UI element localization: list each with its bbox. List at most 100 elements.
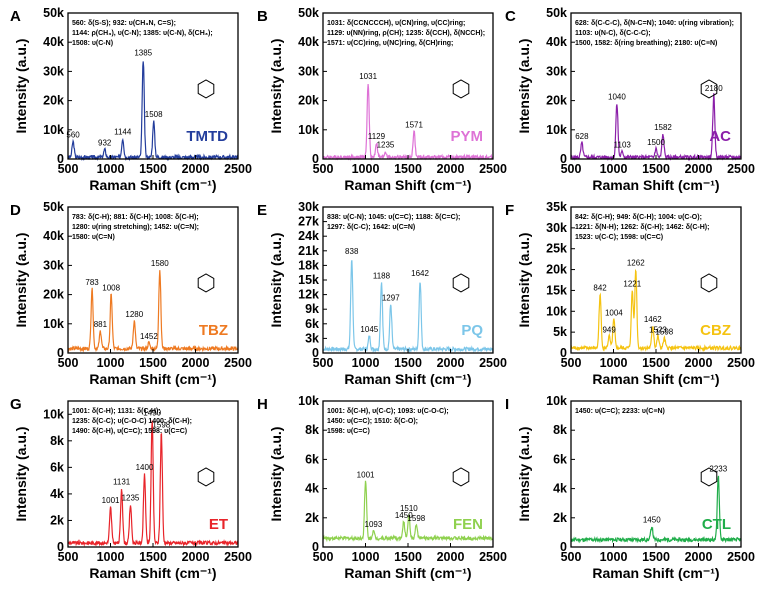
molecular-structure-icon xyxy=(452,79,470,99)
x-axis-label: Raman Shift (cm⁻¹) xyxy=(89,565,216,581)
peak-label: 1450 xyxy=(395,511,413,520)
x-axis-label: Raman Shift (cm⁻¹) xyxy=(344,565,471,581)
x-tick-label: 2500 xyxy=(727,162,755,176)
x-tick-label: 1000 xyxy=(97,162,125,176)
x-tick-label: 500 xyxy=(313,162,334,176)
y-tick-label: 20k xyxy=(43,94,64,108)
peak-label: 1582 xyxy=(654,123,672,132)
assignment-text: 1144: ρ(CH₃), υ(C-N); 1385: υ(C-N), δ(CH… xyxy=(72,30,213,37)
x-tick-label: 1500 xyxy=(139,550,167,564)
peak-label: 1508 xyxy=(145,110,163,119)
assignment-text: 628: δ(C-C-C), δ(N-C=N); 1040: υ(ring vi… xyxy=(575,20,734,27)
spectrum-line-tbz xyxy=(67,270,239,353)
peak-label: 1462 xyxy=(644,315,662,324)
peak-label: 1598 xyxy=(152,421,170,430)
panel-B: B 500 1000 1500 2000 2500 0 10k 20k 30k 40k 50k Rama… xyxy=(257,6,507,193)
y-tick-label: 2k xyxy=(50,513,64,527)
y-tick-label: 10k xyxy=(43,407,64,421)
assignment-text: 1129: υ(NN)ring, ρ(CH); 1235: δ(CCH), δ(… xyxy=(327,30,485,37)
x-tick-label: 1000 xyxy=(352,162,380,176)
x-tick-label: 500 xyxy=(313,356,334,370)
panel-H: H 500 1000 1500 2000 2500 0 2k 4k 6k 8k 10k Raman Sh… xyxy=(257,394,507,581)
y-tick-label: 4k xyxy=(50,487,64,501)
y-tick-label: 9k xyxy=(305,302,319,316)
x-tick-label: 1500 xyxy=(394,162,422,176)
x-tick-label: 2500 xyxy=(479,162,507,176)
panel-letter: H xyxy=(257,396,268,413)
x-tick-label: 1000 xyxy=(97,550,125,564)
x-tick-label: 500 xyxy=(58,162,79,176)
y-axis-label: Intensity (a.u.) xyxy=(13,233,29,328)
x-tick-label: 500 xyxy=(313,550,334,564)
assignment-text: 1490: δ(C-H), υ(C=C); 1598: υ(C=C) xyxy=(72,428,187,435)
panel-D: D 500 1000 1500 2000 2500 0 10k 20k 30k 40k 50k Rama… xyxy=(10,200,252,387)
x-tick-label: 2000 xyxy=(685,356,713,370)
assignment-text: 1450: υ(C=C); 2233: υ(C≡N) xyxy=(575,408,665,415)
y-tick-label: 30k xyxy=(298,64,319,78)
peak-label: 1221 xyxy=(623,279,641,288)
compound-name: ET xyxy=(209,516,228,533)
y-axis-label: Intensity (a.u.) xyxy=(516,427,532,522)
spectrum-line-fen xyxy=(322,480,494,543)
x-tick-label: 500 xyxy=(58,356,79,370)
x-tick-label: 1500 xyxy=(139,162,167,176)
y-tick-label: 0 xyxy=(57,152,64,166)
x-tick-label: 2000 xyxy=(685,550,713,564)
x-tick-label: 1500 xyxy=(642,162,670,176)
y-tick-label: 40k xyxy=(43,229,64,243)
x-tick-label: 2500 xyxy=(479,550,507,564)
peak-label: 2180 xyxy=(705,84,723,93)
peak-label: 1001 xyxy=(102,496,120,505)
peak-label: 783 xyxy=(85,278,99,287)
y-tick-label: 10k xyxy=(546,394,567,408)
y-tick-label: 30k xyxy=(546,64,567,78)
y-tick-label: 6k xyxy=(50,460,64,474)
compound-name: CBZ xyxy=(700,322,731,339)
compound-name: PYM xyxy=(450,128,483,145)
peak-label: 628 xyxy=(575,132,589,141)
spectrum-line-ctl xyxy=(570,475,742,544)
assignment-text: 1221: δ(N-H); 1262: δ(C-H); 1462: δ(C-H)… xyxy=(575,224,709,231)
y-tick-label: 21k xyxy=(298,244,319,258)
y-axis-label: Intensity (a.u.) xyxy=(268,427,284,522)
x-tick-label: 500 xyxy=(58,550,79,564)
peak-label: 1510 xyxy=(400,504,418,513)
x-tick-label: 2500 xyxy=(727,550,755,564)
y-tick-label: 0 xyxy=(560,540,567,554)
spectrum-line-cbz xyxy=(570,268,742,352)
panel-letter: G xyxy=(10,396,22,413)
peak-label: 1188 xyxy=(373,271,391,280)
x-tick-label: 2000 xyxy=(437,162,465,176)
x-tick-label: 1500 xyxy=(394,550,422,564)
x-tick-label: 2500 xyxy=(727,356,755,370)
x-tick-label: 2000 xyxy=(437,550,465,564)
panel-letter: B xyxy=(257,8,268,25)
assignment-text: 1571: υ(CC)ring, υ(NC)ring, δ(CH)ring; xyxy=(327,40,453,47)
assignment-text: 1297: δ(C-C); 1642: υ(C=N) xyxy=(327,224,415,231)
compound-name: TMTD xyxy=(186,128,228,145)
peak-label: 1297 xyxy=(382,293,400,302)
x-tick-label: 2000 xyxy=(182,162,210,176)
peak-label: 1031 xyxy=(359,72,377,81)
peak-label: 1008 xyxy=(102,284,120,293)
compound-name: TBZ xyxy=(199,322,228,339)
peak-label: 1235 xyxy=(377,141,395,150)
y-tick-label: 35k xyxy=(546,200,567,214)
y-tick-label: 0 xyxy=(560,152,567,166)
y-tick-label: 12k xyxy=(298,288,319,302)
y-tick-label: 5k xyxy=(553,325,567,339)
x-tick-label: 1000 xyxy=(352,550,380,564)
compound-name: AC xyxy=(709,128,731,145)
y-tick-label: 10k xyxy=(43,123,64,137)
x-axis-label: Raman Shift (cm⁻¹) xyxy=(592,565,719,581)
y-tick-label: 10k xyxy=(298,394,319,408)
y-tick-label: 8k xyxy=(50,434,64,448)
peak-label: 1598 xyxy=(655,327,673,336)
peak-label: 1450 xyxy=(643,516,661,525)
spectrum-line-et xyxy=(67,420,239,548)
x-tick-label: 1500 xyxy=(139,356,167,370)
assignment-text: 1235: δ(C-C); υ(C-O-C) 1400: δ(C-H); xyxy=(72,418,192,425)
assignment-text: 1103: υ(N-C), δ(C-C-C); xyxy=(575,30,651,37)
y-tick-label: 10k xyxy=(298,123,319,137)
x-tick-label: 1500 xyxy=(642,550,670,564)
